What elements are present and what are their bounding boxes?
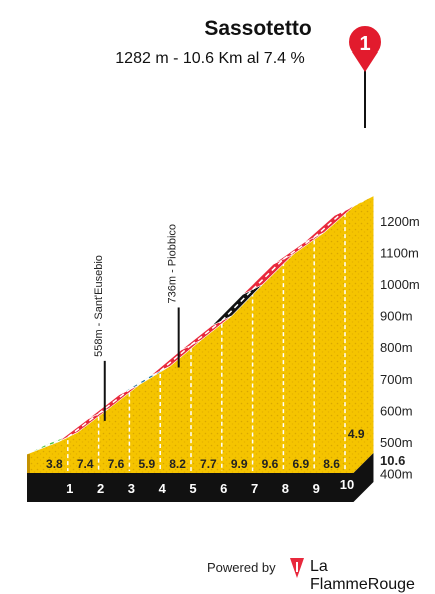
total-distance-label: 10.6 [380,453,405,468]
altitude-tick-label: 600m [380,403,413,418]
road-centerline [313,209,346,238]
gradient-label: 8.6 [323,457,340,471]
km-tick-label: 2 [97,481,104,496]
gradient-label: 4.9 [348,427,365,441]
gradient-label: 7.7 [200,457,217,471]
climb-subtitle: 1282 m - 10.6 Km al 7.4 % [115,50,304,67]
km-tick-label: 4 [159,481,167,496]
km-tick-label: 6 [220,481,227,496]
finish-marker-number: 1 [359,33,370,55]
profile-fill [27,195,374,473]
altitude-tick-label: 700m [380,372,413,387]
km-tick-label: 9 [313,481,320,496]
altitude-tick-label: 800m [380,340,413,355]
km-tick-label: 8 [282,481,289,496]
finish-marker: 1 [347,24,383,72]
altitude-tick-label: 400m [380,467,413,482]
road-centerline [344,200,364,211]
km-tick-label: 5 [189,481,196,496]
waypoint-label: 736m - Piobbico [167,224,179,304]
brand-name: La FlammeRouge [310,558,415,593]
road-centerline [67,413,100,438]
footer: Powered by La FlammeRouge [0,552,435,593]
climb-title: Sassotetto [204,17,311,40]
distance-bar [27,453,374,502]
road-centerline [159,344,192,372]
gradient-label: 6.9 [292,457,309,471]
road-centerline [129,370,161,391]
altitude-tick-label: 1200m [380,214,420,229]
gradient-label: 5.9 [138,457,155,471]
profile-left-edge [27,454,30,473]
km-tick-label: 10 [340,477,354,492]
km-tick-label: 1 [66,481,73,496]
road-centerline [98,389,130,415]
km-tick-label: 7 [251,481,258,496]
gradient-label: 7.4 [77,457,94,471]
road-centerline [282,236,315,260]
gradient-label: 8.2 [169,457,186,471]
gradient-label: 9.9 [231,457,248,471]
altitude-tick-label: 1100m [380,245,419,260]
gradient-label: 7.6 [108,457,125,471]
altitude-tick-label: 1000m [380,277,420,292]
waypoint-label: 558m - Sant'Eusebio [93,255,105,357]
road-centerline [252,258,284,291]
gradient-label: 9.6 [262,457,279,471]
km-tick-label: 3 [128,481,135,496]
altitude-tick-label: 500m [380,435,413,450]
road-centerline [190,320,223,346]
altitude-tick-label: 900m [380,309,413,324]
road-centerline [221,288,254,322]
gradient-label: 3.8 [46,457,63,471]
flame-logo-icon [290,558,304,578]
powered-by-text: Powered by [207,560,276,575]
